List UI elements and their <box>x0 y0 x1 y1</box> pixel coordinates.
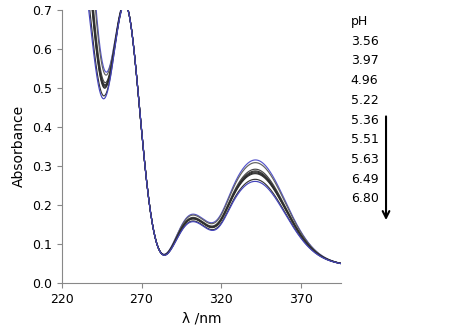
Text: 5.51: 5.51 <box>351 133 379 146</box>
Text: 5.63: 5.63 <box>351 153 379 166</box>
Y-axis label: Absorbance: Absorbance <box>12 105 27 188</box>
Text: 3.56: 3.56 <box>351 35 379 48</box>
Text: 6.49: 6.49 <box>351 173 378 186</box>
Text: 4.96: 4.96 <box>351 74 378 87</box>
X-axis label: λ /nm: λ /nm <box>182 311 221 325</box>
Text: 5.36: 5.36 <box>351 114 379 127</box>
Text: 5.22: 5.22 <box>351 94 379 107</box>
Text: 6.80: 6.80 <box>351 192 379 206</box>
Text: 3.97: 3.97 <box>351 54 379 67</box>
Text: pH: pH <box>351 15 368 28</box>
